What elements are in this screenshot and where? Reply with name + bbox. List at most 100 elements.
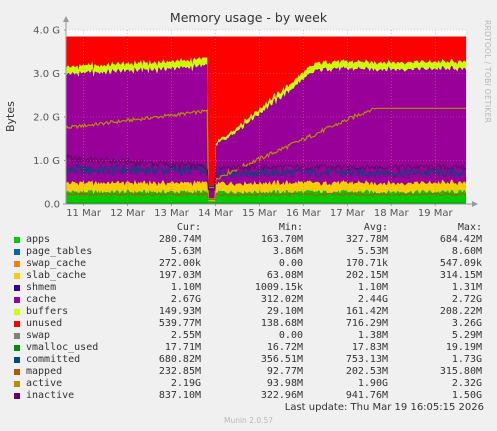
legend-row-buffers: buffers 149.93M 29.10M 161.42M 208.22M [0, 306, 497, 318]
legend-cur: 5.63M [170, 246, 201, 257]
legend-max: 314.15M [439, 270, 482, 281]
memory-chart: 0.0 1.0 G 2.0 G 3.0 G 4.0 G 11 Mar 12 Mar 13 Ma… [33, 16, 478, 219]
legend-min: 16.72M [266, 342, 303, 353]
legend-swatch [14, 345, 20, 351]
legend-cur: 539.77M [158, 318, 201, 329]
legend-swatch [14, 309, 20, 315]
legend-cur: 2.19G [170, 378, 201, 389]
area-slab_cache [66, 179, 466, 202]
legend-min: 3.86M [272, 246, 303, 257]
legend-swatch [14, 369, 20, 375]
legend-cur: 197.03M [158, 270, 201, 281]
legend-max: 547.09k [439, 258, 482, 269]
legend-min: 93.98M [266, 378, 303, 389]
legend-name: slab_cache [26, 270, 87, 281]
line-series [65, 107, 467, 204]
legend-name: committed [26, 354, 81, 365]
legend-avg: 941.76M [345, 390, 388, 401]
legend-cur: 2.67G [170, 294, 201, 305]
legend-min: 92.77M [266, 366, 303, 377]
x-axis-arrow [472, 201, 478, 207]
legend-name: unused [26, 318, 63, 329]
grid [66, 29, 466, 204]
area-apps [66, 189, 466, 204]
area-cache [66, 63, 466, 199]
legend-min: 1009.15k [254, 282, 303, 293]
line-active [65, 107, 466, 200]
legend-max: 1.73G [451, 354, 482, 365]
legend-avg: 1.90G [357, 378, 388, 389]
legend-swatch [14, 333, 20, 339]
legend-max: 1.50G [451, 390, 482, 401]
legend-max: 5.29M [451, 330, 482, 341]
legend-avg: 17.83M [351, 342, 388, 353]
x-tick-label: 16 Mar [286, 208, 322, 219]
legend-row-committed: committed 680.82M 356.51M 753.13M 1.73G [0, 354, 497, 366]
header-max: Max: [457, 222, 482, 233]
y-tick-label: 0.0 [44, 200, 60, 211]
legend-max: 2.32G [451, 378, 482, 389]
legend-min: 0.00 [278, 330, 303, 341]
legend-cur: 837.10M [158, 390, 201, 401]
area-unused [66, 36, 466, 187]
chart-title: Memory usage - by week [169, 10, 328, 25]
axes: 0.0 1.0 G 2.0 G 3.0 G 4.0 G 11 Mar 12 Mar 13 Ma… [33, 16, 478, 219]
legend-swatch [14, 393, 20, 399]
legend-min: 138.68M [260, 318, 303, 329]
legend-name: swap_cache [26, 258, 87, 269]
legend-row-inactive: inactive 837.10M 322.96M 941.76M 1.50G [0, 390, 497, 402]
x-tick-label: 11 Mar [66, 208, 102, 219]
legend-row-shmem: shmem 1.10M 1009.15k 1.10M 1.31M [0, 282, 497, 294]
legend-row-slab_cache: slab_cache 197.03M 63.08M 202.15M 314.15M [0, 270, 497, 282]
legend-cur: 1.10M [170, 282, 201, 293]
munin-version: Munin 2.0.57 [223, 416, 274, 425]
legend-swatch [14, 357, 20, 363]
legend-swatch [14, 381, 20, 387]
legend-min: 63.08M [266, 270, 303, 281]
y-tick-label: 4.0 G [33, 26, 60, 37]
line-committed [65, 162, 467, 188]
legend-avg: 202.15M [345, 270, 388, 281]
legend-name: buffers [26, 306, 69, 317]
legend-cur: 680.82M [158, 354, 201, 365]
legend-max: 8.60M [451, 246, 482, 257]
legend-avg: 753.13M [345, 354, 388, 365]
legend-swatch [14, 321, 20, 327]
legend-swatch [14, 237, 20, 243]
legend-cur: 272.00k [158, 258, 201, 269]
legend-max: 315.80M [439, 366, 482, 377]
legend-row-mapped: mapped 232.85M 92.77M 202.53M 315.80M [0, 366, 497, 378]
legend-max: 19.19M [445, 342, 482, 353]
stacked-areas [66, 36, 466, 204]
header-avg: Avg: [363, 222, 388, 233]
legend-cur: 17.71M [164, 342, 201, 353]
rrdtool-tag: RRDTOOL / TOBI OETIKER [483, 20, 492, 124]
legend-min: 322.96M [260, 390, 303, 401]
legend-avg: 161.42M [345, 306, 388, 317]
legend-avg: 5.53M [357, 246, 388, 257]
legend-max: 2.72G [451, 294, 482, 305]
legend-table: Cur: Min: Avg: Max: apps 280.74M 163.70M 32… [0, 222, 497, 402]
x-tick-label: 19 Mar [418, 208, 454, 219]
y-tick-label: 1.0 G [33, 156, 60, 167]
legend-name: mapped [26, 366, 63, 377]
legend-name: swap [26, 330, 51, 341]
legend-swatch [14, 249, 20, 255]
legend-avg: 327.78M [345, 234, 388, 245]
legend-name: active [26, 378, 63, 389]
x-tick-label: 13 Mar [154, 208, 190, 219]
x-tick-label: 17 Mar [330, 208, 366, 219]
legend-row-apps: apps 280.74M 163.70M 327.78M 684.42M [0, 234, 497, 246]
legend-min: 312.02M [260, 294, 303, 305]
legend-name: cache [26, 294, 57, 305]
legend-rows: apps 280.74M 163.70M 327.78M 684.42M page_tab… [0, 234, 497, 402]
area-buffers [66, 56, 466, 188]
last-update: Last update: Thu Mar 19 16:05:15 2026 [284, 402, 484, 413]
legend-row-vmalloc_used: vmalloc_used 17.71M 16.72M 17.83M 19.19M [0, 342, 497, 354]
legend-cur: 280.74M [158, 234, 201, 245]
legend-row-cache: cache 2.67G 312.02M 2.44G 2.72G [0, 294, 497, 306]
y-tick-label: 2.0 G [33, 113, 60, 124]
line-mapped [65, 191, 467, 201]
legend-row-swap: swap 2.55M 0.00 1.38M 5.29M [0, 330, 497, 342]
legend-name: apps [26, 234, 51, 245]
